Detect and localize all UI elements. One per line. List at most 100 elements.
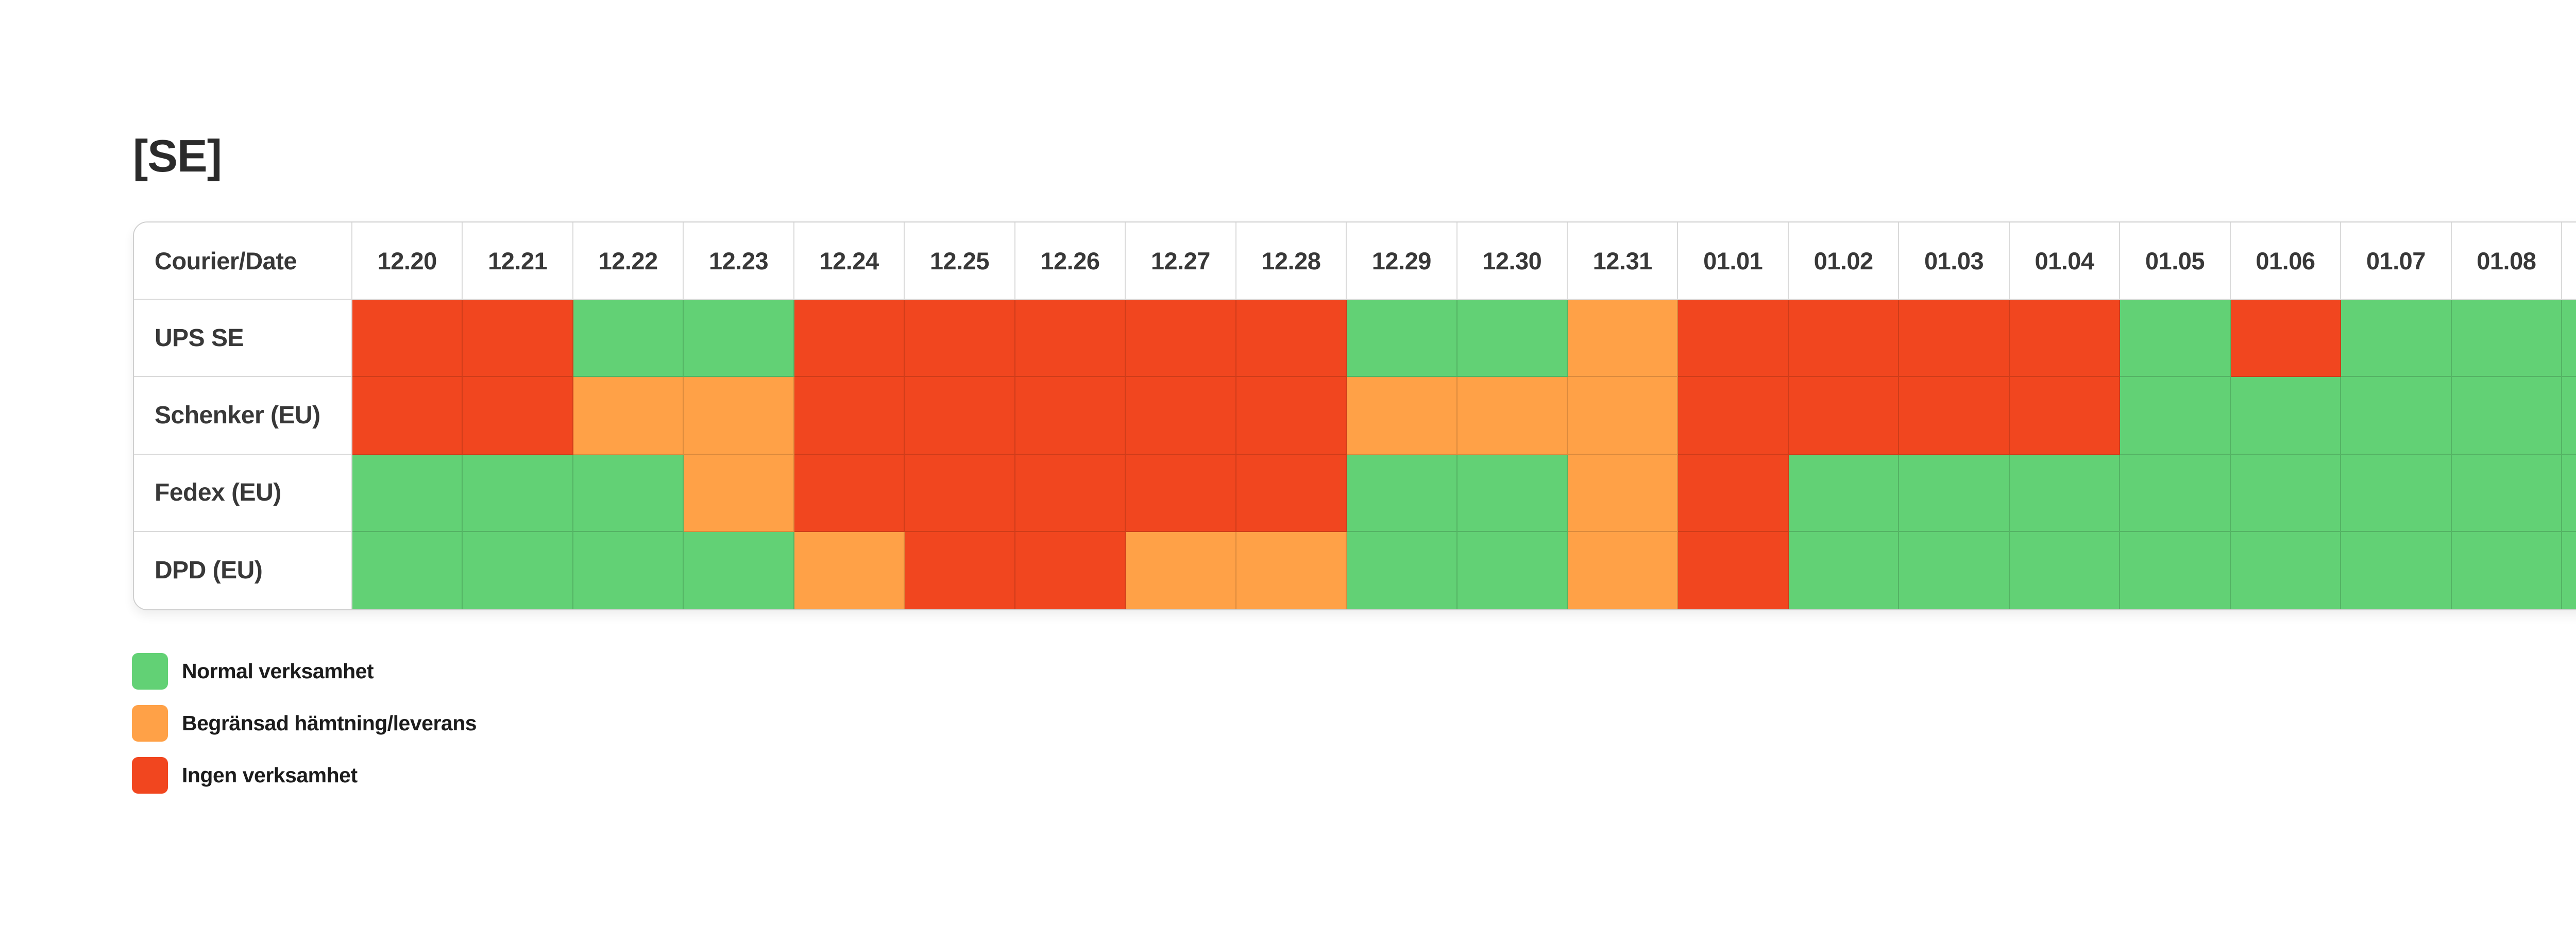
status-cell-dpd-eu-12.26 xyxy=(1015,531,1126,609)
column-header-12.23: 12.23 xyxy=(684,222,794,300)
status-cell-ups-se-12.20 xyxy=(352,300,463,378)
status-cell-schenker-eu-01.06 xyxy=(2230,377,2342,455)
status-cell-dpd-eu-01.01 xyxy=(1678,531,1789,609)
status-cell-schenker-eu-12.22 xyxy=(573,377,684,455)
column-header-12.29: 12.29 xyxy=(1347,222,1458,300)
status-cell-fedex-eu-12.29 xyxy=(1347,454,1458,532)
status-cell-schenker-eu-12.30 xyxy=(1457,377,1568,455)
legend-item-green: Normal verksamhet xyxy=(132,653,477,690)
status-cell-dpd-eu-01.07 xyxy=(2341,531,2452,609)
status-cell-fedex-eu-12.25 xyxy=(905,454,1015,532)
status-cell-schenker-eu-01.03 xyxy=(1899,377,2010,455)
status-cell-ups-se-12.22 xyxy=(573,300,684,378)
status-cell-schenker-eu-01.07 xyxy=(2341,377,2452,455)
row-label-ups-se: UPS SE xyxy=(134,300,352,378)
corner-header-courier-date: Courier/Date xyxy=(134,222,352,300)
legend-label-orange: Begränsad hämtning/leverans xyxy=(182,711,477,735)
column-header-12.22: 12.22 xyxy=(573,222,684,300)
status-cell-ups-se-12.26 xyxy=(1015,300,1126,378)
status-cell-schenker-eu-01.09 xyxy=(2562,377,2576,455)
status-cell-dpd-eu-01.02 xyxy=(1788,531,1900,609)
status-cell-dpd-eu-01.05 xyxy=(2120,531,2231,609)
column-header-01.08: 01.08 xyxy=(2451,222,2563,300)
status-cell-fedex-eu-01.07 xyxy=(2341,454,2452,532)
legend-swatch-orange xyxy=(132,705,168,742)
status-cell-fedex-eu-12.24 xyxy=(794,454,905,532)
status-cell-ups-se-01.01 xyxy=(1678,300,1789,378)
status-cell-fedex-eu-12.27 xyxy=(1126,454,1236,532)
column-header-01.07: 01.07 xyxy=(2341,222,2452,300)
status-cell-schenker-eu-12.31 xyxy=(1567,377,1679,455)
status-cell-ups-se-01.06 xyxy=(2230,300,2342,378)
status-cell-ups-se-01.07 xyxy=(2341,300,2452,378)
status-cell-ups-se-12.31 xyxy=(1567,300,1679,378)
legend-item-orange: Begränsad hämtning/leverans xyxy=(132,705,477,742)
column-header-12.28: 12.28 xyxy=(1236,222,1347,300)
legend-swatch-red xyxy=(132,757,168,794)
column-header-12.25: 12.25 xyxy=(905,222,1015,300)
column-header-01.05: 01.05 xyxy=(2120,222,2231,300)
status-cell-schenker-eu-12.24 xyxy=(794,377,905,455)
status-cell-fedex-eu-01.01 xyxy=(1678,454,1789,532)
status-cell-ups-se-12.25 xyxy=(905,300,1015,378)
legend-item-red: Ingen verksamhet xyxy=(132,757,477,794)
status-cell-dpd-eu-12.24 xyxy=(794,531,905,609)
status-cell-schenker-eu-01.08 xyxy=(2451,377,2563,455)
status-cell-fedex-eu-12.23 xyxy=(684,454,794,532)
column-header-01.01: 01.01 xyxy=(1678,222,1789,300)
status-cell-schenker-eu-12.28 xyxy=(1236,377,1347,455)
status-cell-dpd-eu-12.30 xyxy=(1457,531,1568,609)
status-cell-ups-se-01.08 xyxy=(2451,300,2563,378)
page-title: [SE] xyxy=(133,130,222,181)
column-header-01.09: 01.09 xyxy=(2562,222,2576,300)
status-cell-fedex-eu-12.22 xyxy=(573,454,684,532)
legend: Normal verksamhet Begränsad hämtning/leve… xyxy=(132,653,477,809)
column-header-12.24: 12.24 xyxy=(794,222,905,300)
status-cell-fedex-eu-01.05 xyxy=(2120,454,2231,532)
status-cell-ups-se-01.09 xyxy=(2562,300,2576,378)
column-header-12.21: 12.21 xyxy=(463,222,573,300)
status-cell-dpd-eu-01.03 xyxy=(1899,531,2010,609)
status-cell-dpd-eu-12.20 xyxy=(352,531,463,609)
column-header-12.30: 12.30 xyxy=(1457,222,1568,300)
status-cell-dpd-eu-12.25 xyxy=(905,531,1015,609)
status-cell-schenker-eu-01.04 xyxy=(2009,377,2121,455)
status-cell-fedex-eu-01.08 xyxy=(2451,454,2563,532)
legend-label-red: Ingen verksamhet xyxy=(182,763,358,787)
status-cell-ups-se-01.03 xyxy=(1899,300,2010,378)
status-cell-fedex-eu-01.06 xyxy=(2230,454,2342,532)
column-header-01.03: 01.03 xyxy=(1899,222,2010,300)
status-cell-schenker-eu-12.29 xyxy=(1347,377,1458,455)
status-cell-schenker-eu-12.26 xyxy=(1015,377,1126,455)
status-cell-dpd-eu-12.28 xyxy=(1236,531,1347,609)
status-cell-fedex-eu-01.09 xyxy=(2562,454,2576,532)
status-cell-ups-se-12.28 xyxy=(1236,300,1347,378)
column-header-12.26: 12.26 xyxy=(1015,222,1126,300)
status-cell-dpd-eu-12.29 xyxy=(1347,531,1458,609)
column-header-01.02: 01.02 xyxy=(1788,222,1900,300)
status-cell-fedex-eu-12.20 xyxy=(352,454,463,532)
status-cell-fedex-eu-12.30 xyxy=(1457,454,1568,532)
status-cell-dpd-eu-12.21 xyxy=(463,531,573,609)
status-cell-ups-se-12.30 xyxy=(1457,300,1568,378)
row-label-fedex-eu: Fedex (EU) xyxy=(134,454,352,532)
status-cell-ups-se-01.02 xyxy=(1788,300,1900,378)
status-cell-schenker-eu-01.01 xyxy=(1678,377,1789,455)
status-cell-schenker-eu-12.27 xyxy=(1126,377,1236,455)
status-cell-fedex-eu-12.31 xyxy=(1567,454,1679,532)
status-cell-fedex-eu-12.26 xyxy=(1015,454,1126,532)
status-cell-dpd-eu-01.08 xyxy=(2451,531,2563,609)
row-label-dpd-eu: DPD (EU) xyxy=(134,531,352,609)
status-cell-fedex-eu-12.21 xyxy=(463,454,573,532)
status-cell-schenker-eu-01.02 xyxy=(1788,377,1900,455)
status-cell-fedex-eu-01.04 xyxy=(2009,454,2121,532)
status-cell-schenker-eu-01.05 xyxy=(2120,377,2231,455)
status-cell-fedex-eu-01.02 xyxy=(1788,454,1900,532)
row-label-schenker-eu: Schenker (EU) xyxy=(134,377,352,455)
status-cell-ups-se-01.05 xyxy=(2120,300,2231,378)
status-cell-dpd-eu-01.04 xyxy=(2009,531,2121,609)
status-cell-dpd-eu-01.09 xyxy=(2562,531,2576,609)
status-cell-ups-se-12.29 xyxy=(1347,300,1458,378)
status-cell-schenker-eu-12.20 xyxy=(352,377,463,455)
